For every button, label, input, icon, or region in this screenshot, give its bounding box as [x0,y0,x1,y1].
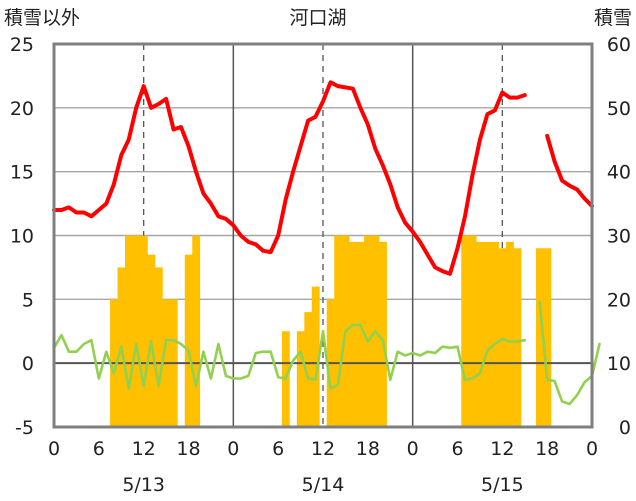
snow-bar [334,235,343,427]
snow-bar [139,235,148,427]
snow-bar [304,312,313,427]
red-series-line [52,80,527,276]
left-tick-label: 20 [10,98,34,120]
plot-frame [52,42,594,429]
right-tick-label: 50 [607,98,631,120]
snow-bar [379,241,387,427]
snow-bar [476,241,485,427]
left-tick-label: 15 [10,162,34,184]
x-tick-label: 6 [93,438,105,460]
snow-bar [124,235,133,427]
snow-bar [154,267,163,427]
snow-bar [349,241,358,427]
snow-bar [535,248,544,427]
right-tick-label: 30 [607,226,631,248]
x-tick-label: 18 [356,438,380,460]
green-series-line [538,300,601,406]
date-label: 5/15 [481,474,524,496]
x-axis-ticks: 0 6 12 18 0 6 12 18 0 6 12 18 0 [48,438,598,460]
series-lines [52,80,601,406]
snow-bar [461,235,470,427]
snow-bar [311,286,320,427]
snow-bar [543,248,552,427]
left-axis-ticks: 25 20 15 10 5 0 -5 [10,34,34,439]
red-series-line [545,133,594,209]
right-tick-label: 0 [619,417,631,439]
x-tick-label: 18 [535,438,559,460]
snow-bar [491,241,499,427]
left-tick-label: 5 [22,289,34,311]
plot-frame-layer [52,42,594,429]
right-axis-label: 積雪 [594,7,632,29]
left-tick-label: 25 [10,34,34,56]
snow-bar [132,235,141,427]
snow-bar [192,235,201,427]
date-label: 5/13 [122,474,165,496]
snow-bar [356,241,365,427]
x-tick-label: 6 [272,438,284,460]
left-tick-label: 0 [22,353,34,375]
x-tick-label: 0 [407,438,419,460]
date-label: 5/14 [302,474,345,496]
snow-bar [506,241,514,427]
x-tick-label: 18 [176,438,200,460]
date-labels: 5/13 5/14 5/15 [122,474,523,496]
left-tick-label: -5 [15,417,34,439]
snow-bar [513,248,522,427]
right-tick-label: 60 [607,34,631,56]
x-tick-label: 0 [48,438,60,460]
snow-bar [296,331,305,427]
x-tick-label: 12 [311,438,335,460]
snow-bar [364,235,372,427]
x-tick-label: 12 [132,438,156,460]
right-tick-label: 40 [607,162,631,184]
x-tick-label: 6 [451,438,463,460]
snow-bar [483,241,492,427]
left-tick-label: 10 [10,226,34,248]
snow-bar [468,235,477,427]
x-tick-label: 0 [227,438,239,460]
right-axis-ticks: 60 50 40 30 20 10 0 [607,34,631,439]
x-tick-label: 12 [490,438,514,460]
snow-bar [184,254,193,427]
x-tick-label: 0 [586,438,598,460]
right-tick-label: 20 [607,289,631,311]
left-axis-label: 積雪以外 [4,7,80,29]
chart-title: 河口湖 [289,7,346,29]
green-series-line [52,323,527,390]
right-tick-label: 10 [607,353,631,375]
